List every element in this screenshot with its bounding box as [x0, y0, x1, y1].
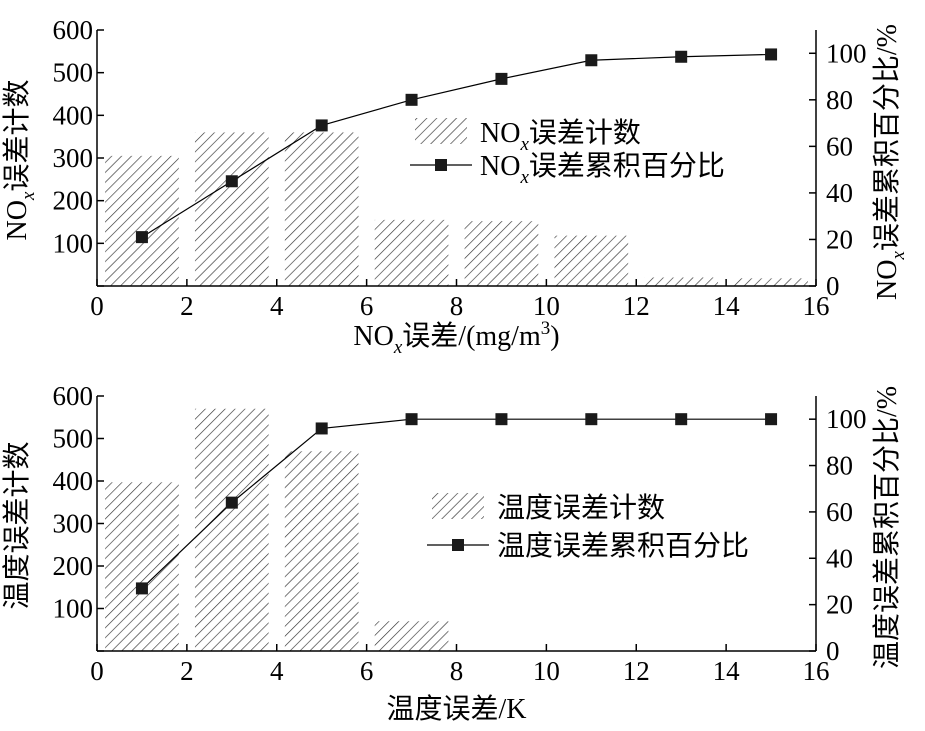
x-tick-label: 6	[360, 291, 374, 321]
chart-panel-2: 0 2 4 6 8 10 12 14 16 100 200 300 400 500 600 0 20 40 60 80…	[1, 381, 903, 725]
x-tick-label: 8	[450, 656, 464, 686]
cumulative-point-8	[765, 413, 778, 426]
legend-line-marker	[435, 159, 447, 171]
bar-3	[284, 451, 359, 651]
legend-bar-label: 温度误差计数	[497, 492, 665, 524]
y-right-tick-label: 80	[826, 85, 853, 115]
cumulative-point-2	[225, 496, 238, 509]
x-tick-label: 14	[713, 656, 741, 686]
y-right-tick-label: 20	[826, 590, 853, 620]
bar-3	[284, 132, 359, 286]
x-tick-label: 0	[90, 656, 104, 686]
cumulative-line	[141, 53, 772, 238]
y-right-tick-label: 60	[826, 131, 853, 161]
x-tick-label: 0	[90, 291, 104, 321]
chart-panel-1: 0 2 4 6 8 10 12 14 16 100 200 300 400 500 600 0 20 40 60 80…	[1, 15, 909, 358]
cumulative-point-5	[495, 72, 508, 85]
bar-1	[105, 482, 179, 651]
y-right-tick-label: 60	[826, 497, 853, 527]
y-axis-right-label: NOx误差累积百分比/%	[871, 24, 909, 300]
bar-4	[374, 219, 449, 286]
y-left-tick-label: 500	[53, 58, 94, 88]
y-left-tick-label: 400	[53, 466, 94, 496]
x-tick-label: 12	[623, 291, 650, 321]
y-right-tick-label: 20	[826, 224, 853, 254]
y-right-tick-label: 0	[826, 271, 840, 301]
legend-bar-swatch	[432, 493, 484, 519]
y-left-tick-label: 100	[53, 228, 94, 258]
cumulative-point-4	[405, 413, 418, 426]
cumulative-point-1	[135, 582, 148, 595]
y-left-tick-label: 200	[53, 551, 94, 581]
x-tick-label: 16	[803, 291, 830, 321]
cumulative-point-7	[675, 50, 688, 63]
bar-8	[734, 278, 808, 286]
bar-7	[644, 277, 719, 286]
x-tick-label: 6	[360, 656, 374, 686]
x-tick-label: 14	[713, 291, 741, 321]
y-left-tick-label: 100	[53, 594, 94, 624]
y-left-tick-label: 600	[53, 381, 94, 411]
y-axis-right-label: 温度误差累积百分比/%	[871, 386, 903, 669]
cumulative-point-7	[675, 413, 688, 426]
y-left-tick-label: 400	[53, 100, 94, 130]
bar-4	[374, 621, 449, 651]
cumulative-point-8	[765, 48, 778, 61]
x-tick-label: 10	[533, 291, 560, 321]
cumulative-point-6	[585, 54, 598, 67]
x-axis-label: 温度误差/K	[386, 693, 526, 725]
y-right-tick-label: 100	[826, 38, 867, 68]
y-left-tick-label: 300	[53, 509, 94, 539]
y-right-tick-label: 40	[826, 543, 853, 573]
legend-bar-swatch	[415, 118, 467, 144]
y-right-tick-label: 80	[826, 451, 853, 481]
x-tick-label: 4	[270, 291, 284, 321]
bar-6	[554, 235, 629, 286]
x-tick-label: 8	[450, 291, 464, 321]
y-axis-left-label: NOx误差计数	[1, 80, 39, 241]
bar-2	[194, 132, 269, 286]
y-axis-left-label: 温度误差计数	[1, 441, 33, 609]
y-right-tick-label: 100	[826, 404, 867, 434]
y-right-tick-label: 40	[826, 178, 853, 208]
cumulative-point-2	[225, 175, 238, 188]
x-tick-label: 16	[803, 656, 830, 686]
cumulative-line	[141, 418, 772, 589]
cumulative-point-1	[135, 231, 148, 244]
y-right-tick-label: 0	[826, 636, 840, 666]
cumulative-point-3	[315, 119, 328, 132]
bar-1	[105, 155, 179, 286]
cumulative-point-4	[405, 93, 418, 106]
y-left-tick-label: 600	[53, 15, 94, 45]
legend-bar-label: NOx误差计数	[480, 117, 641, 155]
legend-line-label: 温度误差累积百分比	[497, 530, 749, 562]
legend-line-label: NOx误差累积百分比	[480, 150, 725, 188]
y-left-tick-label: 200	[53, 186, 94, 216]
y-left-tick-label: 300	[53, 143, 94, 173]
x-tick-label: 2	[180, 291, 194, 321]
x-tick-label: 10	[533, 656, 560, 686]
cumulative-point-6	[585, 413, 598, 426]
bar-2	[194, 408, 269, 651]
cumulative-point-5	[495, 413, 508, 426]
bar-5	[464, 221, 539, 286]
x-tick-label: 2	[180, 656, 194, 686]
x-axis-label: NOx误差/(mg/m3)	[353, 318, 559, 358]
legend-line-marker	[452, 539, 464, 551]
x-tick-label: 12	[623, 656, 650, 686]
cumulative-point-3	[315, 422, 328, 435]
x-tick-label: 4	[270, 656, 284, 686]
y-left-tick-label: 500	[53, 424, 94, 454]
